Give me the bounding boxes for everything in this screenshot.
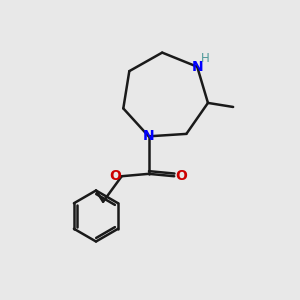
Text: N: N bbox=[143, 129, 154, 143]
Text: H: H bbox=[201, 52, 210, 65]
Text: O: O bbox=[109, 169, 121, 183]
Text: N: N bbox=[191, 60, 203, 74]
Text: O: O bbox=[175, 169, 187, 183]
